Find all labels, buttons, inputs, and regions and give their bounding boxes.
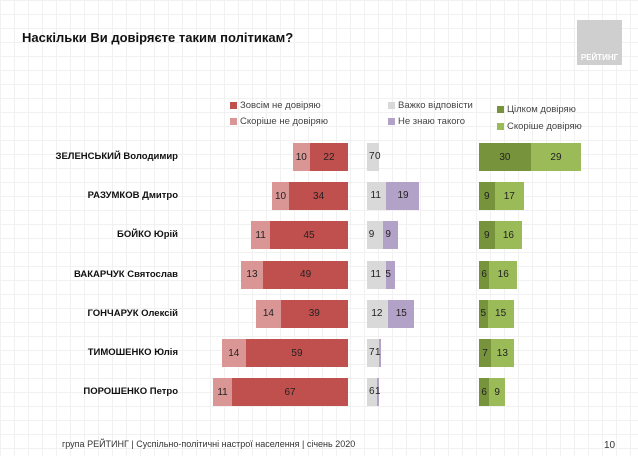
bar-fully-trust: 6 (479, 260, 490, 289)
legend-swatch (497, 106, 504, 113)
bar-hard-to-say (367, 182, 387, 211)
bar-fully-trust: 5 (479, 299, 488, 328)
label-dont-know: 19 (397, 190, 409, 202)
legend-item: Цілком довіряю (497, 104, 576, 115)
category-label: ЗЕЛЕНСЬКИЙ Володимир (55, 151, 179, 162)
label-hard-to-say: 11 (370, 268, 381, 280)
label-hard-to-say: 7 (369, 347, 375, 358)
bar-hard-to-say (367, 339, 380, 367)
bar-dont-know (377, 378, 380, 407)
legend-label: Скоріше довіряю (507, 121, 582, 132)
bar-dont-know (386, 260, 395, 289)
legend-item: Скоріше довіряю (497, 121, 582, 132)
category-label: ГОНЧАРУК Олексій (87, 307, 178, 319)
bar-fully-trust: 7 (479, 339, 492, 367)
legend-swatch (497, 123, 504, 130)
bar-strongly-distrust: 49 (263, 260, 348, 289)
bar-fully-trust: 6 (479, 378, 490, 407)
category-label: БОЙКО Юрій (117, 229, 178, 241)
bar-rather-distrust: 10 (271, 182, 290, 211)
bar-dont-know (382, 221, 399, 250)
label-hard-to-say: 9 (368, 229, 375, 241)
logo: РЕЙТИНГ (577, 20, 622, 65)
legend-label: Зовсім не довіряю (240, 100, 321, 111)
page-title: Наскільки Ви довіряєте таким політикам? (22, 30, 294, 45)
bar-rather-trust: 16 (489, 260, 518, 289)
legend-label: Скоріше не довіряю (240, 116, 328, 127)
bar-hard-to-say (367, 143, 380, 171)
bar-hard-to-say (367, 378, 378, 407)
bar-hard-to-say (367, 260, 387, 289)
bar-rather-distrust: 13 (240, 260, 264, 289)
legend-item: Важко відповісти (388, 100, 473, 111)
bar-rather-distrust: 10 (292, 143, 310, 171)
bar-strongly-distrust: 59 (245, 339, 348, 367)
bar-rather-trust: 17 (494, 182, 524, 211)
bar-strongly-distrust: 39 (280, 299, 348, 328)
bar-strongly-distrust: 22 (309, 143, 348, 171)
label-dont-know: 5 (385, 268, 391, 280)
legend-swatch (388, 102, 395, 109)
bar-rather-trust: 16 (494, 221, 523, 250)
page-number: 10 (604, 440, 616, 451)
bar-fully-trust: 9 (479, 221, 495, 250)
bar-hard-to-say (367, 221, 383, 250)
legend-swatch (388, 118, 395, 125)
category-label: ВАКАРЧУК Святослав (73, 268, 178, 280)
logo-text: РЕЙТИНГ (580, 53, 619, 62)
bar-rather-trust: 9 (489, 378, 505, 407)
category-label: ТИМОШЕНКО Юлія (87, 347, 178, 358)
legend-label: Не знаю такого (398, 116, 466, 127)
legend-item: Зовсім не довіряю (230, 100, 321, 111)
legend-label: Важко відповісти (398, 100, 473, 111)
bar-strongly-distrust: 67 (232, 378, 348, 407)
label-hard-to-say: 7 (369, 151, 375, 162)
bar-rather-trust: 13 (491, 339, 514, 367)
legend-swatch (230, 118, 237, 125)
label-dont-know: 0 (375, 151, 381, 162)
label-dont-know: 1 (375, 386, 381, 398)
footer-text: група РЕЙТИНГ | Суспільно-політичні наст… (62, 439, 356, 449)
legend-label: Цілком довіряю (507, 104, 576, 115)
label-hard-to-say: 6 (369, 386, 375, 398)
bar-dont-know (387, 299, 414, 328)
bar-hard-to-say (367, 299, 388, 328)
bar-rather-distrust: 11 (213, 378, 233, 407)
label-hard-to-say: 11 (370, 190, 381, 202)
bar-rather-distrust: 11 (251, 221, 271, 250)
label-dont-know: 9 (385, 229, 391, 241)
label-dont-know: 15 (395, 307, 407, 319)
bar-dont-know (379, 339, 381, 367)
legend-item: Скоріше не довіряю (230, 116, 328, 127)
bar-strongly-distrust: 34 (289, 182, 348, 211)
category-label: РАЗУМКОВ Дмитро (87, 190, 178, 202)
bar-strongly-distrust: 45 (270, 221, 348, 250)
label-hard-to-say: 12 (371, 307, 383, 319)
bar-rather-trust: 29 (530, 143, 582, 171)
category-label: ПОРОШЕНКО Петро (83, 386, 178, 398)
bar-rather-distrust: 14 (221, 339, 246, 367)
bar-rather-trust: 15 (487, 299, 514, 328)
legend-swatch (230, 102, 237, 109)
bar-fully-trust: 30 (479, 143, 531, 171)
bar-fully-trust: 9 (479, 182, 495, 211)
label-dont-know: 1 (375, 347, 381, 358)
bar-dont-know (386, 182, 419, 211)
bar-rather-distrust: 14 (256, 299, 281, 328)
legend-item: Не знаю такого (388, 116, 465, 127)
